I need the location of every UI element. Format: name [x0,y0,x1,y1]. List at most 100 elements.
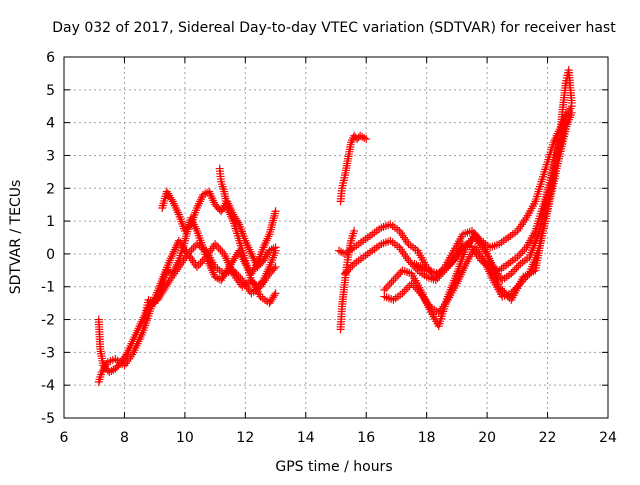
data-point [407,279,416,288]
data-marker [464,238,473,247]
data-marker [503,292,512,301]
data-marker [442,263,451,272]
data-marker [433,274,442,283]
data-point [446,259,455,268]
data-marker [510,265,519,274]
data-marker [411,283,420,292]
y-tick-label: -2 [41,313,55,329]
data-marker [477,241,486,250]
data-marker [481,247,490,256]
data-marker [521,271,530,280]
data-point [471,233,480,242]
data-marker [414,287,423,296]
data-marker [269,244,278,253]
y-tick-label: 5 [46,83,55,99]
data-point [335,246,344,255]
data-marker [444,261,453,270]
data-marker [270,291,279,300]
data-marker [455,247,464,256]
y-tick-label: 1 [46,214,55,230]
data-point [356,131,365,140]
data-marker [420,265,429,274]
data-marker [394,270,403,279]
data-marker [478,243,487,252]
data-marker [460,241,469,250]
data-marker [475,239,484,248]
data-marker [520,245,529,254]
data-marker [346,263,355,272]
data-marker [500,288,509,297]
data-point [105,368,114,377]
x-tick-label: 6 [60,430,69,446]
data-point [271,207,280,216]
data-marker [214,244,223,253]
data-marker [391,274,400,283]
data-point [271,246,280,255]
data-marker [216,245,225,254]
data-layer [94,66,576,386]
data-marker [107,366,116,375]
data-marker [167,195,176,204]
data-marker [383,282,392,291]
data-marker [418,264,427,273]
x-tick-label: 10 [176,430,194,446]
y-tick-label: -3 [41,345,55,361]
data-marker [358,132,367,141]
data-marker [474,237,483,246]
data-marker [480,245,489,254]
data-marker [212,242,221,251]
data-marker [449,255,458,264]
y-tick-label: 0 [46,247,55,263]
data-marker [527,268,536,277]
data-marker [518,247,527,256]
data-marker [515,251,524,260]
data-point [162,266,171,275]
y-tick-label: -4 [41,378,55,394]
data-marker [466,236,475,245]
data-marker [451,253,460,262]
data-marker [385,280,394,289]
axis-layer [63,56,609,419]
data-point [389,276,398,285]
data-marker [382,284,391,293]
x-tick-label: 18 [418,430,436,446]
data-marker [514,261,523,270]
data-marker [509,267,518,276]
data-point [192,263,201,272]
chart-title: Day 032 of 2017, Sidereal Day-to-day VTE… [52,20,616,36]
data-point [458,243,467,252]
data-marker [462,240,471,249]
data-marker [412,285,421,294]
data-point [519,272,528,281]
data-marker [502,290,511,299]
data-marker [416,263,425,272]
data-point [211,240,220,249]
data-point [144,295,153,304]
x-tick-label: 8 [120,430,129,446]
x-tick-label: 14 [297,430,315,446]
plot-frame [63,56,609,419]
x-tick-label: 20 [478,430,496,446]
x-tick-label: 22 [539,430,557,446]
data-point [341,269,350,278]
data-point [410,259,419,268]
data-marker [406,258,415,267]
data-marker [436,267,445,276]
data-point [362,135,371,144]
y-tick-label: 2 [46,181,55,197]
data-marker [452,251,461,260]
data-point [431,276,440,285]
data-marker [360,133,369,142]
data-marker [234,218,243,227]
data-marker [194,261,203,270]
data-marker [523,270,532,279]
data-marker [512,263,521,272]
data-marker [344,265,353,274]
data-marker [414,261,423,270]
data-marker [342,267,351,276]
data-marker [189,244,198,253]
x-tick-label: 12 [236,430,254,446]
